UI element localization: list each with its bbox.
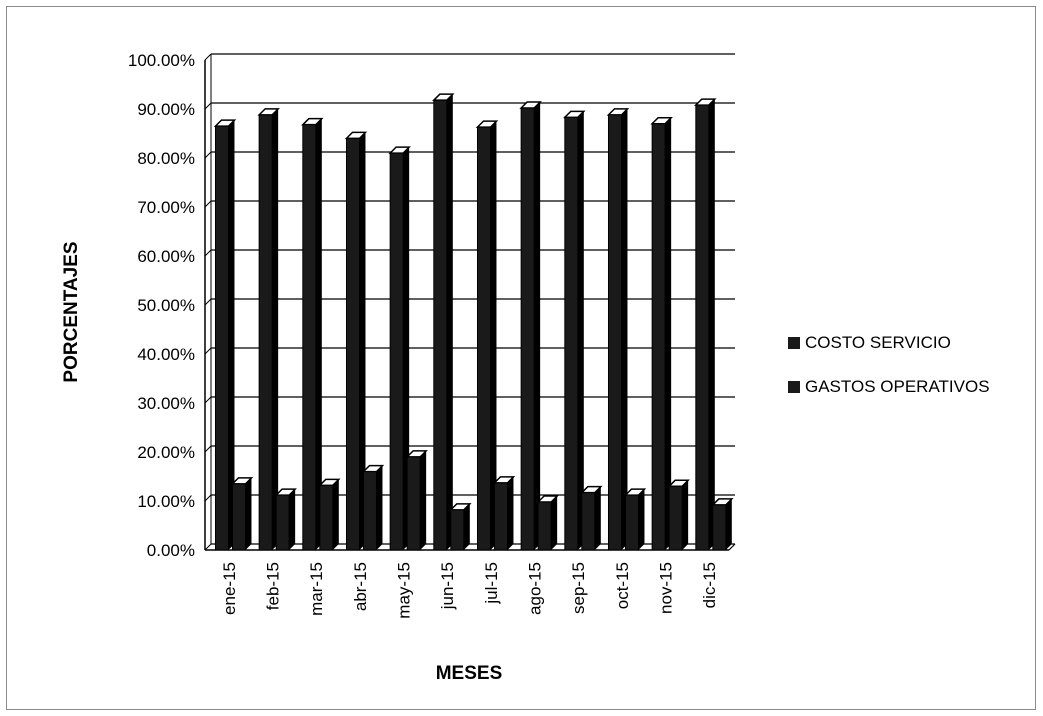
bar [231,483,246,551]
x-tick-label: feb-15 [264,562,283,610]
grid-lines [204,53,735,551]
x-tick-label: may-15 [395,562,414,619]
bar-side [403,147,410,550]
grid-line-side [204,543,212,551]
bar [345,137,360,551]
grid-line-side [204,347,212,355]
legend-label: COSTO SERVICIO [805,333,951,352]
bars [213,93,734,551]
y-tick-label: 10.00% [137,492,195,511]
bar [581,492,596,551]
x-tick-label: sep-15 [569,562,588,614]
bar [668,485,683,551]
bar [476,126,491,551]
bar-side [315,118,322,551]
bar [520,107,535,551]
grid-line-side [204,53,212,61]
axes [204,54,736,551]
bar [319,484,334,551]
bar-side [376,465,383,550]
bar-side [420,450,427,550]
bar-side [359,132,366,550]
bar [564,116,579,551]
bar-side [551,495,558,550]
legend: COSTO SERVICIO GASTOS OPERATIVOS [788,333,990,396]
legend-swatch [788,337,800,349]
bar-side [272,108,279,550]
y-tick-label: 70.00% [137,198,195,217]
bar [493,482,508,551]
grid-line-side [204,200,212,208]
y-tick-label: 90.00% [137,100,195,119]
x-tick-labels: ene-15 feb-15 mar-15 abr-15 may-15 jun-15 jul-… [220,562,719,619]
bar-side [289,489,296,550]
bar-side [708,99,715,550]
chart-frame [6,6,1036,710]
grid-line-side [204,249,212,257]
x-tick-label: abr-15 [351,562,370,611]
grid-line-side [204,102,212,110]
y-tick-label: 100.00% [128,51,195,70]
bar-side [245,477,252,550]
bar-side [332,479,339,550]
bar-side [228,120,235,551]
legend-swatch [788,381,800,393]
y-tick-label: 0.00% [147,541,195,560]
y-tick-label: 50.00% [137,296,195,315]
bar-side [665,117,672,550]
x-tick-label: dic-15 [700,562,719,608]
bar [651,123,666,551]
bar-side [638,489,645,550]
y-axis-title: PORCENTAJES [61,241,82,382]
x-tick-label: jun-15 [438,562,457,610]
y-tick-label: 20.00% [137,443,195,462]
x-tick-label: mar-15 [307,562,326,616]
bar-side [446,94,453,551]
y-tick-label: 60.00% [137,247,195,266]
bar [275,494,290,551]
bar [406,456,421,551]
bar-side [534,102,541,551]
bar [214,125,229,551]
y-tick-label: 40.00% [137,345,195,364]
bar [607,114,622,551]
bar-side [682,480,689,550]
y-tick-label: 80.00% [137,149,195,168]
legend-label: GASTOS OPERATIVOS [805,377,990,396]
y-tick-label: 30.00% [137,394,195,413]
x-tick-label: nov-15 [657,562,676,614]
bar [624,494,639,551]
bar [362,471,377,551]
bar [302,124,317,551]
bar [433,99,448,551]
grid-line-side [204,298,212,306]
bar [258,114,273,551]
grid-line-side [204,151,212,159]
bar [712,504,727,551]
grid-line-side [204,494,212,502]
bar-side [507,476,514,550]
x-tick-label: oct-15 [613,562,632,609]
bar [450,509,465,551]
y-tick-labels: 0.00% 10.00% 20.00% 30.00% 40.00% 50.00% 60.00… [128,51,195,560]
grid-line-side [204,396,212,404]
x-tick-label: jul-15 [482,562,501,605]
bar-side [594,486,601,550]
x-tick-label: ago-15 [526,562,545,615]
bar [537,501,552,551]
grid-line-side [204,445,212,453]
bar-side [621,108,628,550]
x-axis-title: MESES [436,663,503,684]
bar [389,152,404,551]
bar-side [490,121,497,550]
bar-side [577,111,584,550]
floor-edge [728,543,736,551]
x-tick-label: ene-15 [220,562,239,615]
bar-side [725,498,732,550]
bar-side [463,503,470,550]
bar [695,104,710,551]
